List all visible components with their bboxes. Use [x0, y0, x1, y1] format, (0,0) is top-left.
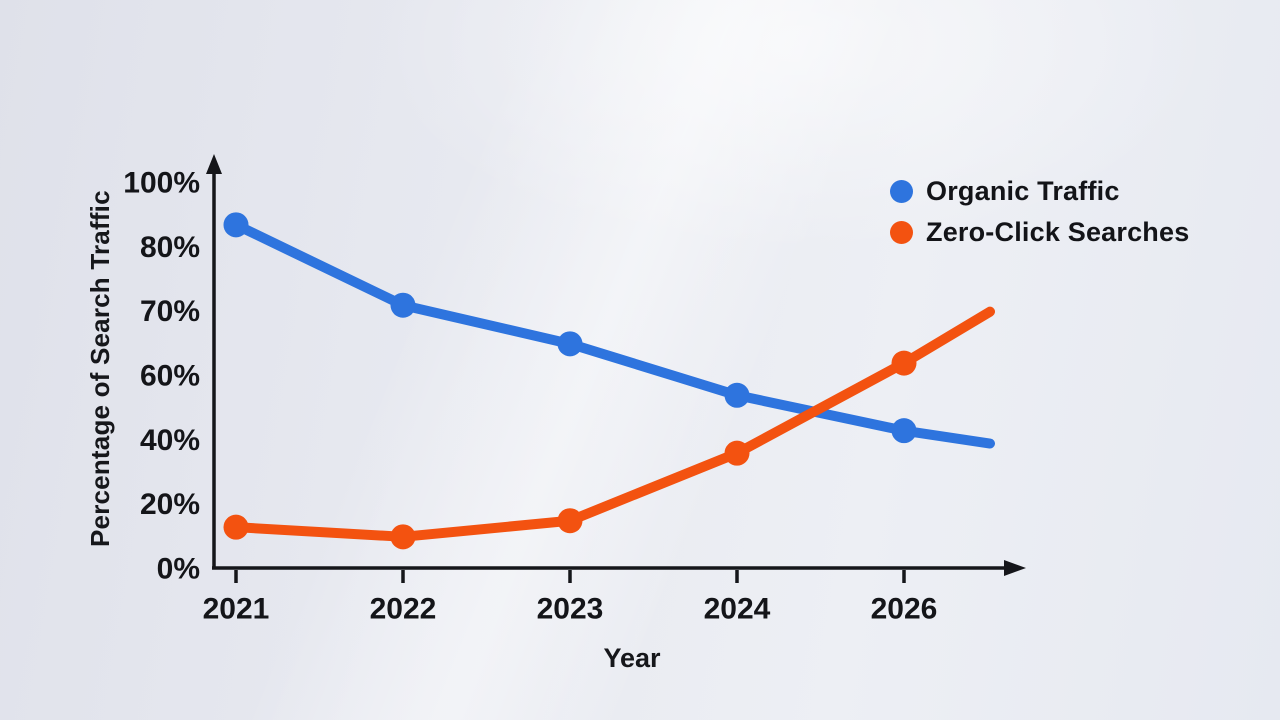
legend-label-organic-traffic: Organic Traffic [926, 176, 1120, 206]
data-point [724, 440, 750, 466]
y-tick-label: 100% [123, 167, 200, 200]
data-point [557, 331, 583, 357]
data-point [390, 524, 416, 550]
x-axis-title: Year [603, 643, 661, 673]
legend-label-zero-click-searches: Zero-Click Searches [926, 217, 1190, 247]
y-tick-label: 40% [140, 424, 200, 457]
data-point [891, 418, 917, 444]
legend-item-zero-click-searches: Zero-Click Searches [890, 212, 1189, 253]
y-tick-label: 80% [140, 231, 200, 264]
x-tick-label: 2026 [871, 593, 938, 626]
series-line-zero-click-searches [231, 306, 995, 542]
x-tick-label: 2022 [370, 593, 437, 626]
series-line-organic-traffic [231, 219, 995, 449]
y-tick-label: 70% [140, 295, 200, 328]
y-tick-label: 0% [157, 552, 200, 585]
x-axis-arrow-icon [1004, 560, 1026, 576]
y-axis-arrow-icon [206, 154, 222, 174]
x-tick-label: 2023 [537, 593, 604, 626]
data-point [557, 508, 583, 534]
y-tick-label: 60% [140, 359, 200, 392]
data-point [223, 212, 249, 238]
data-point [390, 292, 416, 318]
legend-marker-organic-traffic-icon [890, 180, 913, 203]
y-axis-title: Percentage of Search Traffic [85, 190, 115, 547]
legend-item-organic-traffic: Organic Traffic [890, 171, 1189, 212]
x-tick-label: 2024 [704, 593, 771, 626]
legend-marker-zero-click-searches-icon [890, 221, 913, 244]
data-point [223, 514, 249, 540]
y-tick-label: 20% [140, 488, 200, 521]
x-tick-label: 2021 [203, 593, 270, 626]
legend: Organic Traffic Zero-Click Searches [890, 171, 1189, 253]
data-point [724, 382, 750, 408]
data-point [891, 350, 917, 376]
